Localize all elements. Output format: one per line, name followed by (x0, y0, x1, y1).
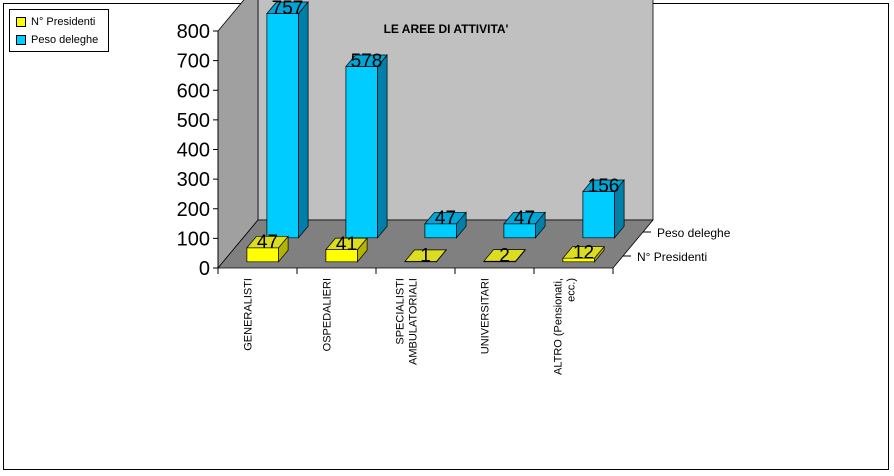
x-category-label-line: ALTRO (Pensionati, (553, 278, 565, 375)
bar-front (266, 13, 299, 239)
bar-front (345, 66, 378, 239)
x-category-label-line: OSPEDALIERI (322, 278, 334, 351)
legend: N° Presidenti Peso deleghe (9, 9, 109, 52)
data-label-peso-0: 757 (272, 0, 304, 19)
y-tick-label-0: 0 (199, 258, 210, 280)
x-category-label-line: AMBULATORIALI (408, 278, 420, 365)
data-label-presidenti-1: 41 (336, 234, 357, 255)
bar-peso-1 (345, 54, 388, 239)
bar-top (582, 179, 625, 192)
data-label-presidenti-3: 2 (499, 245, 510, 266)
legend-label-peso: Peso deleghe (31, 34, 99, 46)
bar-side (377, 54, 388, 239)
bar-top (246, 235, 289, 249)
bar-top (424, 211, 467, 225)
legend-item-presidenti: N° Presidenti (16, 16, 95, 28)
x-category-label-line: SPECIALISTI (395, 278, 407, 345)
bar-presidenti-3 (483, 248, 526, 263)
y-tick-label-3: 300 (177, 169, 210, 191)
bar-top (266, 1, 309, 14)
data-label-peso-3: 47 (514, 208, 535, 229)
bar-presidenti-4 (562, 245, 605, 263)
bar-side (298, 1, 309, 239)
y-tick-label-2: 200 (177, 199, 210, 221)
x-category-label-2: SPECIALISTIAMBULATORIALI (395, 278, 420, 365)
x-category-label-line: GENERALISTI (243, 278, 255, 351)
data-label-peso-1: 578 (351, 51, 383, 72)
bar-top (562, 246, 605, 259)
y-tick-label-7: 700 (177, 51, 210, 73)
bar-presidenti-2 (404, 248, 447, 263)
y-tick-label-8: 800 (177, 21, 210, 43)
legend-item-peso: Peso deleghe (16, 34, 98, 46)
bar-top (503, 211, 546, 225)
chart-title: LE AREE DI ATTIVITA' (384, 22, 509, 36)
x-category-label-1: OSPEDALIERI (322, 278, 334, 351)
x-category-label-line: ecc.) (566, 278, 578, 302)
bar-presidenti-1 (325, 237, 368, 263)
bar-peso-4 (582, 179, 625, 239)
bar-presidenti-0 (246, 235, 289, 263)
bar-top (404, 249, 447, 262)
data-label-presidenti-4: 12 (573, 242, 594, 263)
y-tick-label-6: 600 (177, 80, 210, 102)
data-label-peso-4: 156 (588, 176, 620, 197)
bar-peso-3 (503, 211, 546, 239)
legend-label-presidenti: N° Presidenti (31, 16, 96, 28)
bar-top (483, 249, 526, 262)
x-category-label-3: UNIVERSITARI (480, 278, 492, 354)
bar-top (345, 54, 388, 67)
legend-swatch-peso (16, 35, 26, 45)
x-category-label-4: ALTRO (Pensionati,ecc.) (553, 278, 578, 375)
depth-label-0: Peso deleghe (657, 226, 731, 240)
bar-peso-0 (266, 1, 309, 239)
bar-top (325, 237, 368, 250)
legend-swatch-presidenti (16, 17, 26, 27)
x-category-label-0: GENERALISTI (243, 278, 255, 351)
y-tick-label-1: 100 (177, 228, 210, 250)
data-label-peso-2: 47 (435, 208, 456, 229)
bar-peso-2 (424, 211, 467, 239)
data-label-presidenti-0: 47 (257, 232, 278, 253)
x-category-label-line: UNIVERSITARI (480, 278, 492, 354)
data-label-presidenti-2: 1 (420, 246, 431, 267)
bar-front (582, 191, 615, 239)
y-tick-label-5: 500 (177, 110, 210, 132)
y-tick-label-4: 400 (177, 140, 210, 162)
depth-label-1: N° Presidenti (637, 250, 707, 264)
